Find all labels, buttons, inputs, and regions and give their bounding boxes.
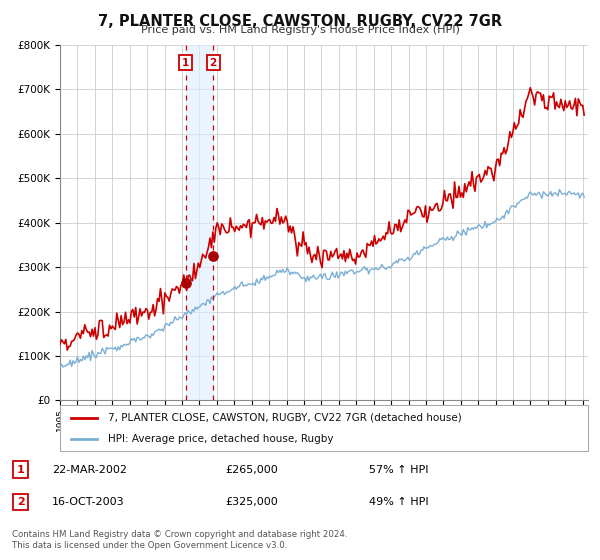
Point (181, 278, 191, 287)
Point (208, 251, 218, 260)
Text: 2: 2 (17, 497, 25, 507)
Text: 7, PLANTER CLOSE, CAWSTON, RUGBY, CV22 7GR: 7, PLANTER CLOSE, CAWSTON, RUGBY, CV22 7… (98, 14, 502, 29)
Text: 1: 1 (17, 465, 25, 475)
Text: 16-OCT-2003: 16-OCT-2003 (52, 497, 125, 507)
Text: £325,000: £325,000 (225, 497, 278, 507)
Text: 49% ↑ HPI: 49% ↑ HPI (369, 497, 429, 507)
Bar (186, 45, 213, 400)
Text: 22-MAR-2002: 22-MAR-2002 (52, 465, 127, 475)
Text: 57% ↑ HPI: 57% ↑ HPI (369, 465, 428, 475)
Text: 2: 2 (209, 58, 217, 68)
Text: Contains HM Land Registry data © Crown copyright and database right 2024.: Contains HM Land Registry data © Crown c… (12, 530, 347, 539)
Text: Price paid vs. HM Land Registry's House Price Index (HPI): Price paid vs. HM Land Registry's House … (140, 25, 460, 35)
Text: 1: 1 (182, 58, 190, 68)
Text: HPI: Average price, detached house, Rugby: HPI: Average price, detached house, Rugb… (107, 435, 333, 444)
Text: £265,000: £265,000 (225, 465, 278, 475)
Text: This data is licensed under the Open Government Licence v3.0.: This data is licensed under the Open Gov… (12, 541, 287, 550)
FancyBboxPatch shape (60, 405, 588, 451)
Text: 7, PLANTER CLOSE, CAWSTON, RUGBY, CV22 7GR (detached house): 7, PLANTER CLOSE, CAWSTON, RUGBY, CV22 7… (107, 413, 461, 423)
